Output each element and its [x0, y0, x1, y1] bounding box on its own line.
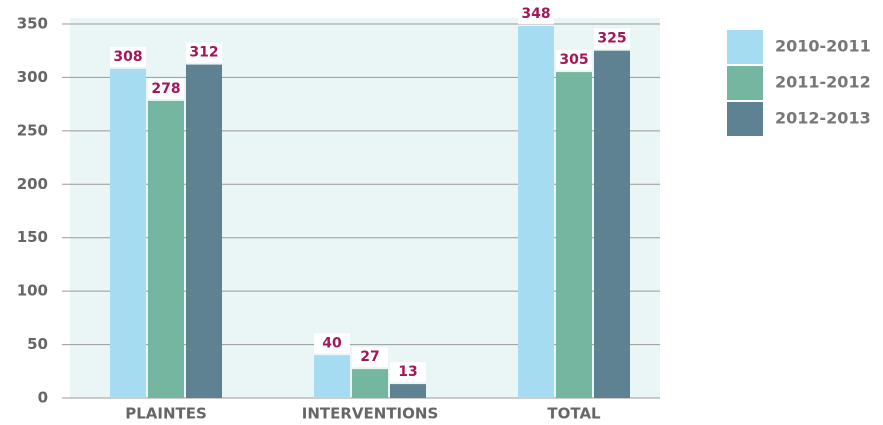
- value-label: 308: [113, 49, 142, 65]
- value-label: 348: [521, 6, 550, 22]
- y-tick-label: 150: [17, 228, 48, 246]
- legend-label: 2011-2012: [775, 73, 871, 92]
- legend-label: 2012-2013: [775, 109, 871, 128]
- y-tick-label: 250: [17, 121, 48, 139]
- x-tick-label: TOTAL: [547, 405, 601, 423]
- bar: [556, 72, 592, 398]
- value-label-box: [352, 347, 388, 368]
- legend-swatch: [727, 66, 763, 100]
- value-label: 40: [322, 335, 342, 351]
- value-label: 27: [360, 349, 379, 365]
- bar: [314, 355, 350, 398]
- y-tick-label: 200: [17, 175, 48, 193]
- value-label: 278: [151, 81, 180, 97]
- bar: [594, 50, 630, 398]
- value-label-box: [518, 4, 554, 25]
- value-label-box: [594, 28, 630, 49]
- bar: [390, 384, 426, 398]
- value-label-box: [390, 362, 426, 383]
- value-label-box: [314, 333, 350, 354]
- y-tick-label: 0: [38, 389, 48, 407]
- value-label: 325: [597, 31, 626, 47]
- y-tick-label: 100: [17, 282, 48, 300]
- bar: [352, 369, 388, 398]
- y-tick-label: 50: [27, 335, 48, 353]
- x-tick-label: INTERVENTIONS: [302, 405, 439, 423]
- legend-label: 2010-2011: [775, 37, 871, 56]
- value-label: 312: [189, 45, 218, 61]
- value-label: 305: [559, 52, 588, 68]
- bar: [110, 68, 146, 398]
- y-tick-label: 300: [17, 68, 48, 86]
- bar: [186, 64, 222, 398]
- y-tick-label: 350: [17, 15, 48, 33]
- value-label-box: [110, 46, 146, 67]
- bar: [518, 26, 554, 398]
- x-tick-label: PLAINTES: [125, 405, 207, 423]
- value-label-box: [556, 50, 592, 71]
- value-label-box: [186, 42, 222, 63]
- value-label: 13: [398, 364, 417, 380]
- bar: [148, 100, 184, 399]
- legend-swatch: [727, 102, 763, 136]
- legend-swatch: [727, 30, 763, 64]
- value-label-box: [148, 78, 184, 99]
